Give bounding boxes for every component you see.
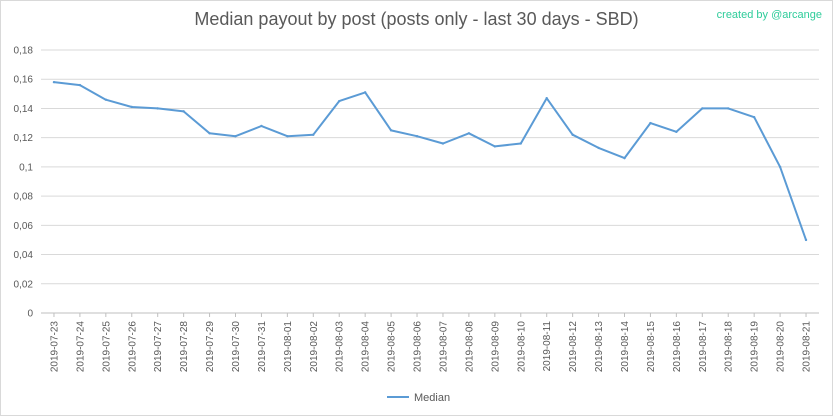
data-point — [363, 91, 367, 94]
data-point — [545, 97, 548, 100]
x-tick-label: 2019-08-03 — [335, 321, 346, 373]
data-point — [778, 165, 782, 169]
data-point — [78, 83, 82, 87]
series-line-median — [53, 81, 807, 241]
data-point — [338, 99, 341, 103]
chart-title: Median payout by post (posts only - last… — [194, 9, 639, 29]
y-tick-label: 0,06 — [14, 221, 34, 232]
y-tick-label: 0,16 — [14, 75, 34, 86]
data-point — [519, 142, 522, 145]
data-point — [208, 132, 211, 135]
y-tick-label: 0,12 — [14, 133, 34, 144]
data-point — [701, 107, 704, 110]
x-tick-label: 2019-08-01 — [283, 321, 294, 373]
x-tick-label: 2019-08-16 — [672, 321, 683, 373]
y-tick-label: 0,1 — [19, 162, 33, 173]
data-point — [493, 145, 497, 148]
x-tick-label: 2019-08-08 — [464, 321, 475, 373]
data-point — [804, 238, 808, 242]
x-tick-label: 2019-08-02 — [309, 321, 320, 373]
data-point — [286, 135, 289, 138]
y-tick-label: 0,04 — [14, 250, 34, 261]
data-point — [130, 105, 133, 109]
y-tick-label: 0 — [27, 309, 33, 320]
x-tick-label: 2019-08-15 — [646, 321, 657, 373]
data-point — [312, 133, 315, 136]
x-tick-label: 2019-07-23 — [49, 321, 60, 373]
data-point — [234, 135, 237, 138]
x-tick-label: 2019-08-06 — [413, 321, 424, 373]
data-point — [260, 124, 263, 128]
x-tick-label: 2019-07-28 — [179, 321, 190, 373]
x-tick-label: 2019-07-24 — [75, 321, 86, 373]
x-tick-label: 2019-08-10 — [516, 321, 527, 373]
x-tick-label: 2019-07-31 — [257, 321, 268, 373]
y-tick-label: 0,08 — [14, 192, 34, 203]
y-tick-label: 0,18 — [14, 46, 34, 57]
x-tick-label: 2019-08-05 — [387, 321, 398, 373]
data-point — [415, 135, 419, 138]
legend-label: Median — [414, 392, 450, 404]
data-point — [597, 146, 600, 150]
data-point — [752, 116, 756, 119]
data-point — [623, 156, 626, 160]
data-point — [467, 132, 471, 135]
x-tick-label: 2019-07-27 — [153, 321, 164, 373]
x-tick-label: 2019-08-18 — [724, 321, 735, 373]
x-tick-label: 2019-08-19 — [750, 321, 761, 373]
y-tick-label: 0,02 — [14, 279, 34, 290]
x-tick-label: 2019-07-30 — [231, 321, 242, 373]
y-tick-label: 0,14 — [14, 104, 34, 115]
data-point — [675, 130, 678, 134]
x-tick-label: 2019-08-04 — [361, 321, 372, 373]
data-point — [156, 107, 159, 110]
x-tick-label: 2019-08-14 — [620, 321, 631, 373]
data-point — [389, 129, 393, 132]
data-point — [104, 98, 108, 101]
x-tick-label: 2019-08-20 — [776, 321, 787, 373]
data-point — [727, 107, 730, 110]
x-tick-label: 2019-07-29 — [205, 321, 216, 373]
data-point — [441, 142, 445, 145]
x-tick-label: 2019-08-21 — [802, 321, 813, 373]
x-tick-label: 2019-08-09 — [490, 321, 501, 373]
x-tick-label: 2019-08-17 — [698, 321, 709, 373]
x-tick-label: 2019-08-12 — [568, 321, 579, 373]
x-tick-label: 2019-07-26 — [127, 321, 138, 373]
data-point — [52, 80, 56, 84]
data-point — [182, 110, 185, 113]
chart-credit: created by @arcange — [716, 9, 822, 21]
data-point — [571, 133, 574, 136]
data-point — [649, 121, 652, 125]
x-tick-label: 2019-08-13 — [594, 321, 605, 373]
x-tick-label: 2019-07-25 — [101, 321, 112, 373]
x-tick-label: 2019-08-11 — [542, 321, 553, 372]
x-tick-label: 2019-08-07 — [438, 321, 449, 373]
